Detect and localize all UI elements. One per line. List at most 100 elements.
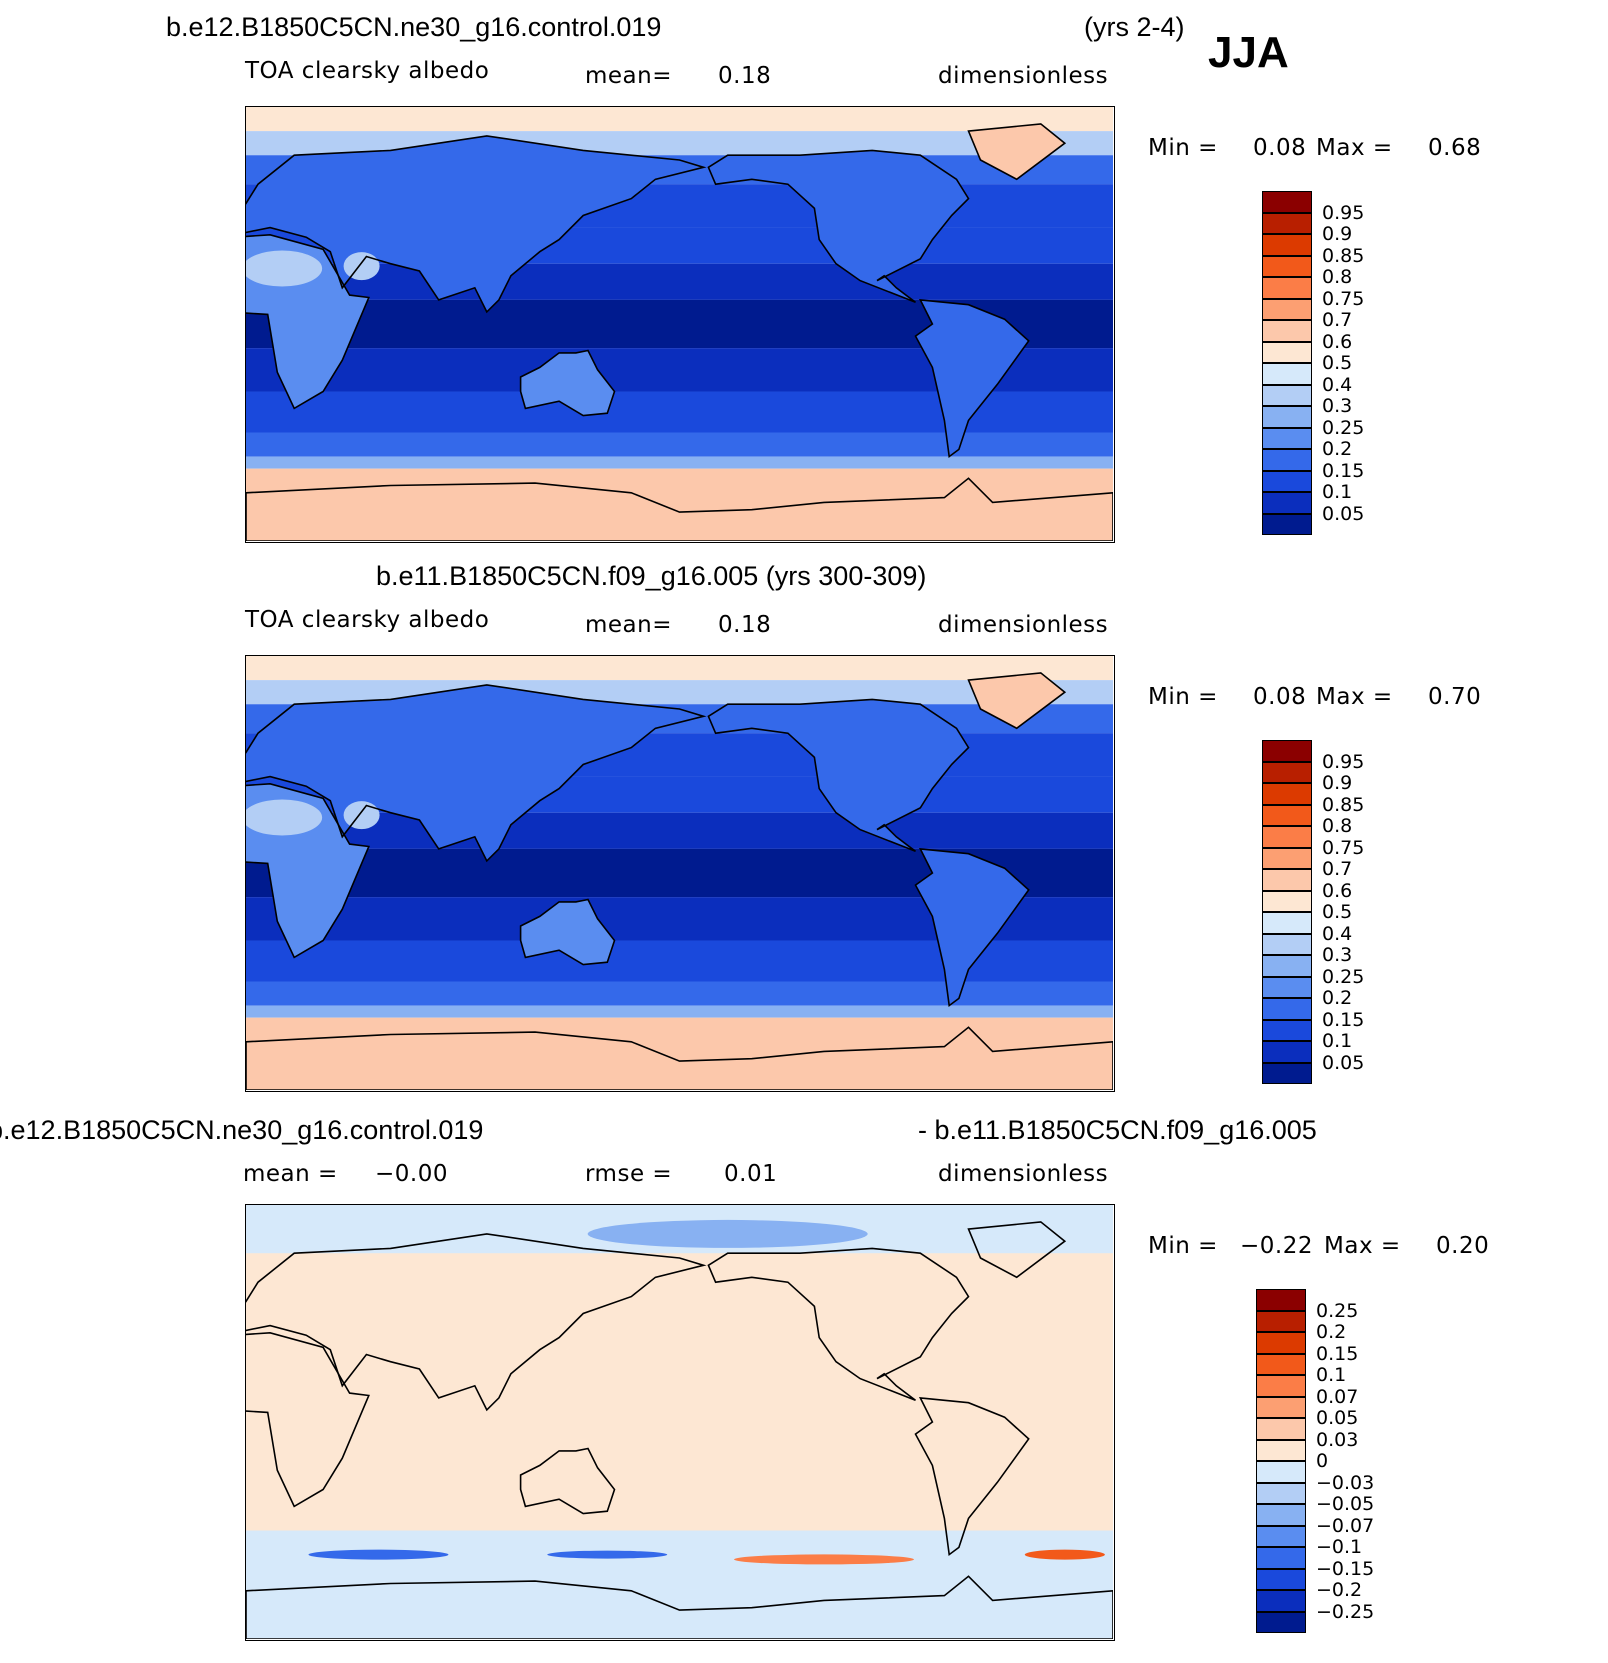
- panel-2-title: b.e11.B1850C5CN.f09_g16.005 (yrs 300-309…: [376, 561, 927, 591]
- colorbar-level-label: −0.05: [1316, 1493, 1375, 1515]
- colorbar-swatch: [1262, 470, 1312, 492]
- panel-2-min-value: 0.08: [1253, 684, 1307, 710]
- colorbar-swatch: [1262, 1041, 1312, 1063]
- colorbar-swatch: [1262, 492, 1312, 514]
- colorbar-swatch: [1256, 1547, 1306, 1569]
- colorbar-level-label: 0.85: [1322, 244, 1365, 267]
- panel-3-mean-label: mean =: [243, 1161, 338, 1187]
- colorbar-swatch: [1262, 869, 1312, 891]
- colorbar-level-label: 0.85: [1322, 793, 1365, 816]
- colorbar-level-label: 0.1: [1322, 481, 1353, 503]
- panel-2-min-label: Min =: [1148, 684, 1218, 710]
- colorbar-swatch: [1262, 955, 1312, 977]
- colorbar-swatch: [1262, 1062, 1312, 1084]
- colorbar-swatch: [1262, 976, 1312, 998]
- colorbar-level-label: 0.07: [1316, 1385, 1359, 1408]
- colorbar-level-label: 0.95: [1322, 201, 1365, 224]
- colorbar-swatch: [1262, 847, 1312, 869]
- colorbar-level-label: 0.7: [1322, 858, 1353, 880]
- colorbar-level-label: 0.4: [1322, 373, 1353, 396]
- season-label: JJA: [1208, 28, 1289, 77]
- colorbar-swatch: [1262, 933, 1312, 955]
- colorbar-level-label: 0.3: [1322, 395, 1353, 417]
- panel-1-colorbar: 0.95 0.9 0.85 0.8 0.75 0.7 0.6 0.5 0.4 0.3 0.25 0.2…: [1262, 191, 1364, 535]
- panel-3-max-label: Max =: [1324, 1233, 1401, 1259]
- colorbar-level-label: 0.6: [1322, 879, 1353, 902]
- colorbar-level-label: 0.75: [1322, 287, 1365, 310]
- colorbar-level-label: 0.05: [1322, 502, 1365, 525]
- colorbar-level-label: −0.25: [1316, 1600, 1375, 1623]
- colorbar-swatch: [1256, 1375, 1306, 1397]
- panel-3-min-label: Min =: [1148, 1233, 1218, 1259]
- coastlines: [246, 672, 1113, 1090]
- panel-1-variable: TOA clearsky albedo: [245, 58, 490, 84]
- colorbar-level-label: 0.2: [1322, 987, 1353, 1009]
- colorbar-swatch: [1262, 298, 1312, 320]
- colorbar-level-label: 0.6: [1322, 330, 1353, 353]
- colorbar-swatch: [1256, 1418, 1306, 1440]
- panel-1-map: [245, 106, 1115, 543]
- panel-1-units: dimensionless: [938, 63, 1109, 89]
- colorbar-level-label: 0.7: [1322, 309, 1353, 331]
- colorbar-level-label: 0.9: [1322, 223, 1353, 245]
- colorbar-level-label: −0.15: [1316, 1557, 1375, 1580]
- panel-1-max-value: 0.68: [1428, 135, 1482, 161]
- colorbar-swatch: [1262, 998, 1312, 1020]
- map-field: [246, 1205, 1113, 1639]
- colorbar-swatch: [1262, 320, 1312, 342]
- panel-2-max-label: Max =: [1316, 684, 1393, 710]
- colorbar-swatch: [1262, 234, 1312, 256]
- panel-3-rmse-label: rmse =: [585, 1161, 673, 1187]
- colorbar-swatch: [1262, 384, 1312, 406]
- panel-1-years: (yrs 2-4): [1084, 12, 1185, 42]
- panel-2-variable: TOA clearsky albedo: [245, 607, 490, 633]
- colorbar-swatch: [1262, 427, 1312, 449]
- colorbar-level-label: 0.5: [1322, 901, 1353, 923]
- panel-3-title-right: - b.e11.B1850C5CN.f09_g16.005: [918, 1115, 1317, 1145]
- colorbar-level-label: 0.1: [1316, 1364, 1347, 1386]
- panel-1-mean-value: 0.18: [718, 63, 772, 89]
- colorbar-level-label: 0.1: [1322, 1030, 1353, 1052]
- panel-1-max-label: Max =: [1316, 135, 1393, 161]
- colorbar-swatch: [1256, 1461, 1306, 1483]
- panel-2-mean-value: 0.18: [718, 612, 772, 638]
- panel-1-mean-label: mean=: [585, 63, 672, 89]
- panel-2-colorbar: 0.95 0.9 0.85 0.8 0.75 0.7 0.6 0.5 0.4 0.3 0.25 0.2…: [1262, 740, 1364, 1084]
- colorbar-level-label: 0.05: [1322, 1051, 1365, 1074]
- colorbar-swatch: [1262, 449, 1312, 471]
- colorbar-swatch: [1262, 513, 1312, 535]
- colorbar-swatch: [1256, 1353, 1306, 1375]
- colorbar-swatch: [1256, 1525, 1306, 1547]
- colorbar-swatch: [1262, 761, 1312, 783]
- colorbar-swatch: [1262, 912, 1312, 934]
- colorbar-swatch: [1262, 363, 1312, 385]
- colorbar-swatch: [1262, 1019, 1312, 1041]
- colorbar-level-label: 0.95: [1322, 750, 1365, 773]
- colorbar-swatch: [1262, 783, 1312, 805]
- colorbar-level-label: 0.25: [1316, 1299, 1359, 1322]
- map-field: [246, 656, 1113, 1090]
- colorbar-level-label: 0.8: [1322, 266, 1353, 288]
- panel-3-title-left: b.e12.B1850C5CN.ne30_g16.control.019: [0, 1115, 484, 1145]
- colorbar-swatch: [1256, 1568, 1306, 1590]
- colorbar-swatch: [1256, 1289, 1306, 1311]
- colorbar-level-label: 0.03: [1316, 1428, 1359, 1451]
- colorbar-swatch: [1256, 1482, 1306, 1504]
- colorbar-level-label: 0.9: [1322, 772, 1353, 794]
- colorbar-level-label: 0: [1316, 1450, 1329, 1472]
- colorbar-swatch: [1262, 826, 1312, 848]
- colorbar-swatch: [1256, 1439, 1306, 1461]
- panel-1-min-label: Min =: [1148, 135, 1218, 161]
- colorbar-level-label: −0.07: [1316, 1514, 1375, 1537]
- colorbar-swatch: [1256, 1611, 1306, 1633]
- colorbar-swatch: [1256, 1590, 1306, 1612]
- panel-2-max-value: 0.70: [1428, 684, 1482, 710]
- colorbar-level-label: 0.75: [1322, 836, 1365, 859]
- colorbar-level-label: 0.4: [1322, 922, 1353, 945]
- colorbar-swatch: [1262, 212, 1312, 234]
- colorbar-level-label: 0.25: [1322, 416, 1365, 439]
- colorbar-level-label: 0.5: [1322, 352, 1353, 374]
- coastlines: [246, 123, 1113, 541]
- colorbar-level-label: −0.2: [1316, 1579, 1363, 1601]
- colorbar-swatch: [1256, 1504, 1306, 1526]
